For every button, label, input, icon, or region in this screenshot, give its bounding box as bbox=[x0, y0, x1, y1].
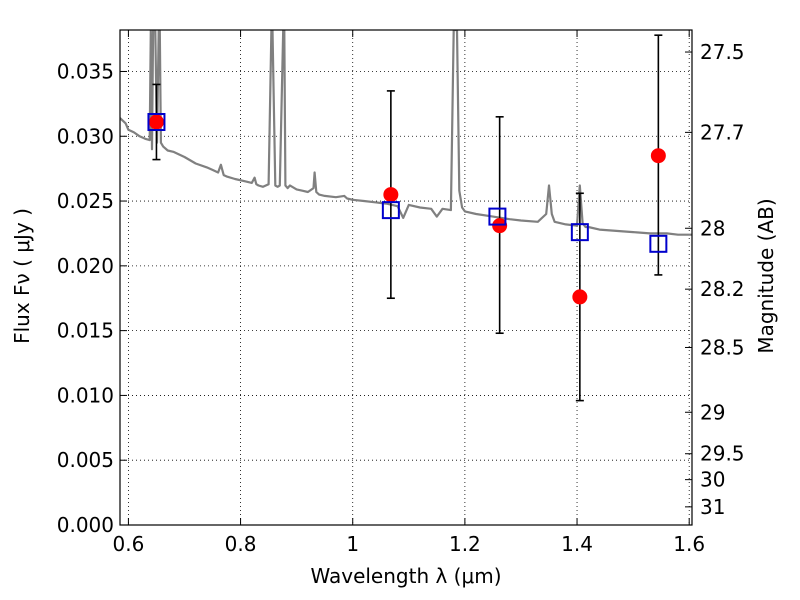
mag-tick-label: 27.7 bbox=[700, 120, 745, 144]
x-tick-label: 0.8 bbox=[225, 532, 257, 556]
model-point bbox=[570, 223, 589, 242]
mag-tick-label: 29 bbox=[700, 400, 725, 424]
model-spectrum-line bbox=[120, 30, 692, 236]
error-bars bbox=[152, 34, 663, 402]
mag-tick-label: 28.2 bbox=[700, 277, 745, 301]
x-tick-label: 1 bbox=[346, 532, 359, 556]
model-point bbox=[147, 113, 166, 132]
y-tick-label: 0.005 bbox=[57, 448, 114, 472]
observed-point bbox=[492, 218, 508, 234]
grid bbox=[120, 30, 692, 526]
observed-point bbox=[383, 187, 399, 203]
observed-points bbox=[148, 114, 666, 305]
plot-area bbox=[120, 30, 692, 236]
y-tick-label: 0.035 bbox=[57, 59, 114, 83]
y-tick-label: 0.030 bbox=[57, 124, 114, 148]
model-point bbox=[488, 207, 507, 226]
y-tick-label: 0.025 bbox=[57, 189, 114, 213]
mag-tick-label: 28 bbox=[700, 216, 725, 240]
y-tick-label: 0.000 bbox=[57, 513, 114, 537]
model-point bbox=[649, 234, 668, 253]
axis-ticks bbox=[120, 30, 692, 526]
y-tick-label: 0.020 bbox=[57, 254, 114, 278]
x-tick-label: 0.6 bbox=[113, 532, 145, 556]
mag-tick-label: 31 bbox=[700, 495, 725, 519]
mag-tick-label: 28.5 bbox=[700, 335, 745, 359]
x-tick-label: 1.4 bbox=[561, 532, 593, 556]
observed-point bbox=[650, 148, 666, 164]
y-axis-title-left: Flux Fν ( μJy ) bbox=[10, 208, 34, 344]
x-tick-labels: 0.6 0.8 1 1.2 1.4 1.6 bbox=[113, 532, 706, 556]
y-tick-label: 0.010 bbox=[57, 383, 114, 407]
x-tick-label: 1.6 bbox=[673, 532, 705, 556]
mag-tick-label: 30 bbox=[700, 468, 725, 492]
mag-tick-label: 27.5 bbox=[700, 40, 745, 64]
y-tick-label: 0.015 bbox=[57, 319, 114, 343]
magnitude-tick-labels: 27.5 27.7 28 28.2 28.5 29 29.530 31 bbox=[700, 40, 745, 519]
x-axis-title: Wavelength λ (μm) bbox=[310, 564, 501, 588]
model-point bbox=[381, 201, 400, 220]
mag-tick-label: 29.5 bbox=[700, 442, 745, 466]
y-tick-labels: 0.000 0.005 0.010 0.015 0.020 0.025 0.030 0.035 bbox=[57, 59, 114, 537]
model-photometry-points bbox=[147, 113, 668, 253]
x-tick-label: 1.2 bbox=[449, 532, 481, 556]
observed-point bbox=[572, 289, 588, 305]
y-axis-title-right: Magnitude (AB) bbox=[754, 198, 778, 353]
plot-frame bbox=[119, 29, 693, 526]
observed-point bbox=[148, 114, 164, 130]
